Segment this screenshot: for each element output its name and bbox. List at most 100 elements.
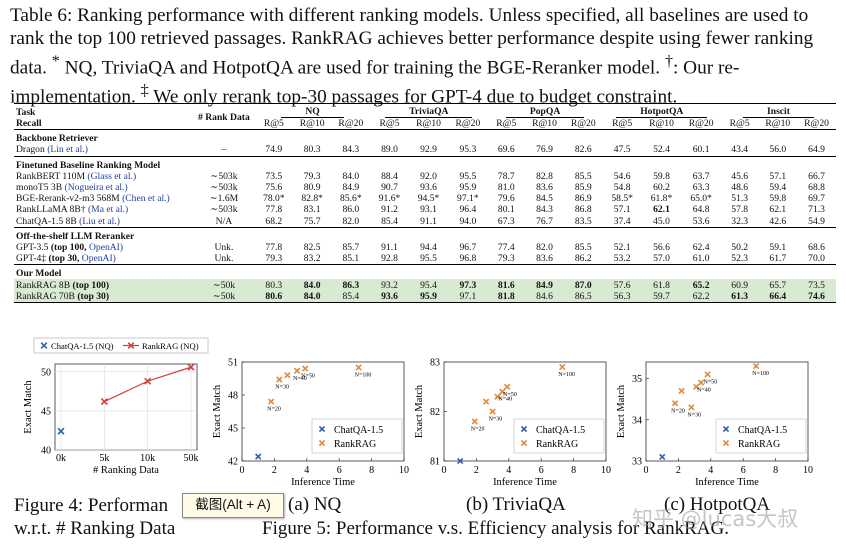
data-point — [482, 398, 490, 405]
x-tick-label: 4 — [708, 465, 713, 476]
row-value: 85.5 — [574, 170, 592, 182]
row-value: 59.4 — [769, 182, 787, 194]
row-value: 75.7 — [303, 215, 321, 227]
row-value: 59.8 — [769, 193, 787, 205]
row-citation: (Liu et al.) — [79, 215, 120, 227]
point-label: N=50 — [503, 392, 517, 398]
row-rank-data: – — [221, 144, 227, 156]
row-value: 95.9 — [459, 182, 477, 194]
row-value: 84.3 — [342, 144, 360, 156]
row-value: 52.4 — [653, 144, 670, 156]
row-value: 75.6 — [265, 182, 283, 194]
row-name-cell: RankLLaMA 8B† (Ma et al.) — [14, 204, 193, 215]
row-value: 62.4 — [692, 241, 710, 253]
metric-label: R@20 — [570, 118, 596, 130]
row-value: 63.7 — [692, 170, 710, 182]
y-tick-label: 45 — [228, 424, 238, 435]
row-value: 56.3 — [602, 290, 642, 303]
row-rank-data: ∼503k — [210, 170, 238, 182]
row-value: 32.3 — [731, 215, 749, 227]
row-value: 69.7 — [808, 193, 825, 205]
legend-marker — [318, 425, 326, 433]
row-rank-data: ∼50k — [192, 279, 255, 291]
row-value: 62.1 — [769, 204, 787, 216]
table-header-dataset: NQ — [254, 103, 371, 118]
data-point — [293, 367, 301, 374]
legend-label-chatqa: ChatQA-1.5 (NQ) — [51, 341, 114, 351]
x-tick-label: 0 — [442, 465, 447, 476]
row-value: 85.7 — [342, 241, 360, 253]
row-value: 86.2 — [574, 253, 592, 265]
table-header-recall: Recall — [16, 118, 42, 130]
data-point — [697, 379, 705, 386]
legend-label: ChatQA-1.5 — [334, 425, 383, 436]
x-tick-label: 6 — [539, 465, 544, 476]
x-tick-label: 6 — [741, 465, 746, 476]
y-tick-label: 45 — [41, 406, 51, 417]
row-value: 84.9 — [525, 279, 564, 291]
metric-label: R@10 — [416, 118, 441, 130]
row-value: 66.4 — [758, 290, 798, 303]
point-label: N=20 — [671, 408, 685, 414]
point-label: N=20 — [471, 426, 485, 432]
row-model-suffix: (top 30) — [77, 290, 110, 302]
y-tick-label: 42 — [228, 457, 238, 468]
row-value: 85.6* — [340, 193, 362, 205]
row-value: 81.6 — [487, 279, 526, 291]
row-value: 53.2 — [613, 253, 631, 265]
y-axis-label: Exact Match — [616, 384, 627, 438]
row-value: 84.6 — [525, 290, 564, 303]
row-value: 77.8 — [265, 204, 283, 216]
data-point — [688, 404, 695, 411]
row-value: 94.4 — [420, 241, 437, 253]
row-value: 95.5 — [459, 170, 477, 182]
row-value: 79.3 — [303, 170, 321, 182]
row-value: 86.9 — [574, 193, 592, 205]
row-value: 65.2 — [681, 279, 721, 291]
data-point — [489, 408, 496, 415]
row-value: 61.7 — [769, 253, 787, 265]
table-header-dataset: TriviaQA — [370, 103, 488, 118]
x-tick-label: 10 — [803, 465, 813, 476]
row-value: 86.0 — [342, 204, 360, 216]
row-value: 83.2 — [303, 253, 321, 265]
caption-text-1: Table 6: Ranking performance with differ… — [10, 5, 814, 79]
x-axis-label: # Ranking Data — [93, 465, 159, 476]
caption-text-4: We only rerank top-30 passages for GPT-4… — [148, 86, 678, 108]
metric-label: R@20 — [455, 118, 481, 130]
data-point — [499, 388, 506, 395]
row-rank-data: ∼50k — [192, 290, 255, 303]
data-point — [276, 376, 283, 383]
row-value: 47.5 — [613, 144, 631, 156]
table-row: monoT5 3B (Nogueira et al.) ∼503k 75.6 80.9… — [14, 182, 836, 193]
x-axis-label: Inference Time — [695, 477, 759, 488]
row-name-cell: RankRAG 8B (top 100) — [14, 279, 193, 291]
row-citation: (Chen et al.) — [122, 193, 170, 205]
row-value: 84.0 — [342, 170, 360, 182]
point-label: N=30 — [687, 412, 701, 418]
row-name-cell: ChatQA-1.5 8B (Liu et al.) — [14, 216, 193, 228]
row-value: 83.1 — [303, 204, 321, 216]
row-value: 90.7 — [381, 182, 398, 194]
row-value: 91.1 — [381, 241, 398, 253]
data-point — [255, 453, 262, 460]
row-value: 79.3 — [497, 253, 515, 265]
point-label: N=50 — [704, 379, 718, 385]
data-point — [144, 377, 152, 385]
x-tick-label: 10k — [140, 453, 155, 464]
x-tick-label: 2 — [676, 465, 681, 476]
fig4-caption-line1: Figure 4: Performan — [14, 495, 169, 516]
row-value: 63.3 — [692, 182, 710, 194]
legend-box — [513, 418, 605, 454]
row-value: 81.8 — [487, 290, 526, 303]
metric-label: R@5 — [729, 118, 750, 130]
fig4-caption: Figure 4: Performan w.r.t. # Ranking Dat… — [14, 494, 175, 540]
legend-box — [311, 418, 403, 454]
row-value: 65.7 — [758, 279, 798, 291]
data-point — [704, 371, 711, 378]
data-point — [678, 387, 685, 395]
row-citation: (Ma et al.) — [87, 204, 129, 216]
y-tick-label: 81 — [430, 457, 440, 468]
row-citation: (Nogueira et al.) — [64, 182, 128, 194]
y-axis-label: Exact Match — [414, 384, 425, 438]
